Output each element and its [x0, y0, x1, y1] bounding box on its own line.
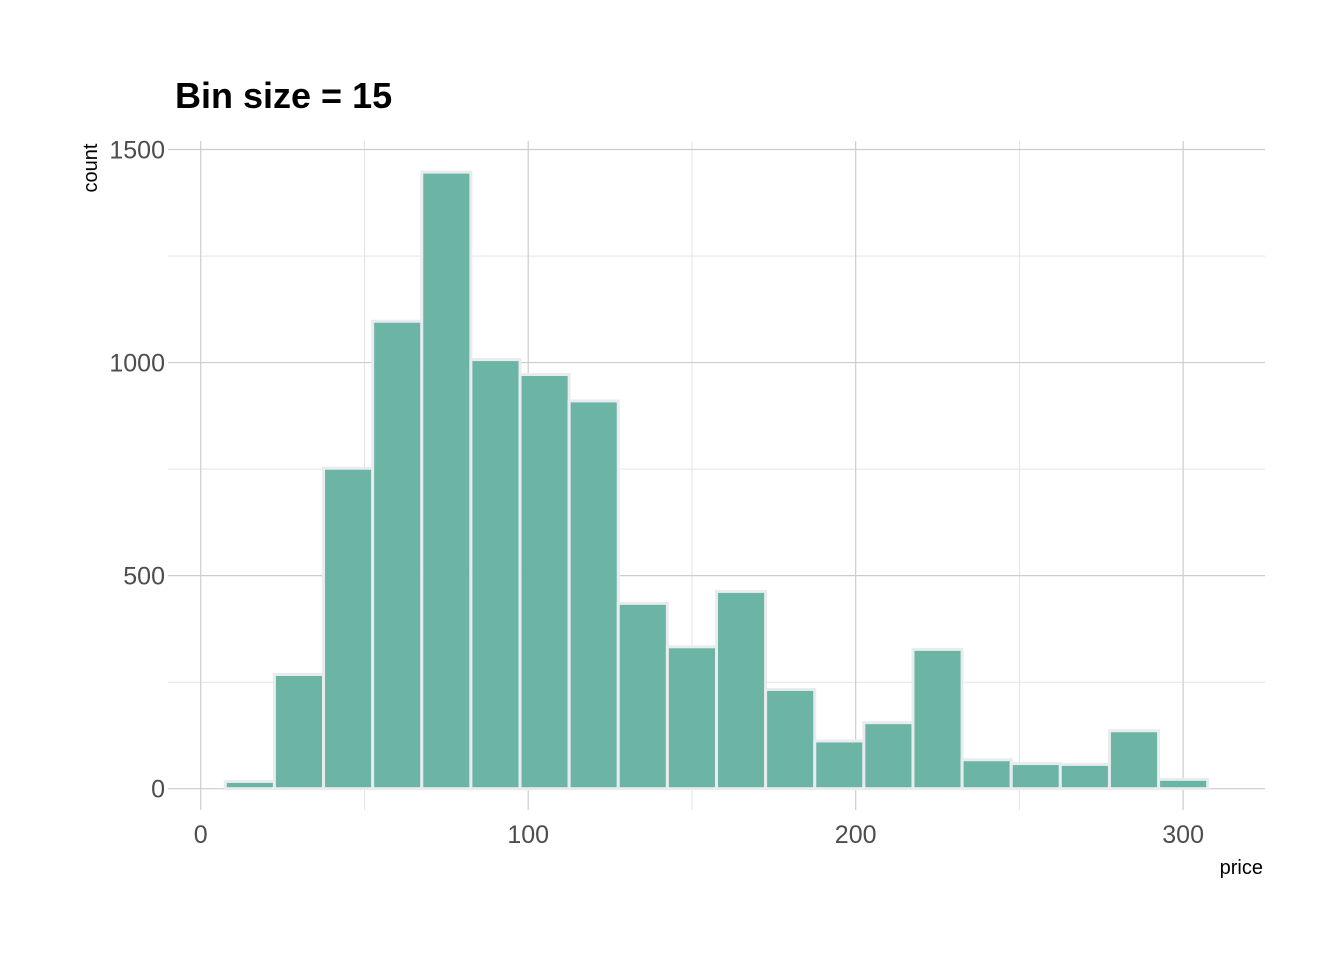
histogram-bar: [322, 466, 375, 791]
histogram-bar: [469, 358, 522, 791]
x-tick-label: 100: [507, 821, 549, 849]
histogram-bar: [1107, 729, 1161, 791]
histogram-bar: [1009, 762, 1062, 791]
y-tick-label: 1500: [109, 137, 165, 165]
x-tick-label: 0: [194, 821, 208, 849]
y-tick-label: 500: [123, 563, 165, 591]
y-tick-label: 1000: [109, 350, 165, 378]
x-tick-label: 300: [1162, 821, 1204, 849]
chart-title: Bin size = 15: [175, 75, 392, 116]
histogram-bar: [272, 672, 326, 791]
histogram-bar: [1157, 777, 1210, 791]
histogram-bar: [1058, 762, 1111, 791]
histogram-bar: [764, 687, 817, 791]
x-axis-label: price: [1220, 857, 1263, 879]
x-tick-label: 200: [835, 821, 877, 849]
histogram-bar: [911, 647, 964, 791]
y-axis-label: count: [80, 143, 102, 192]
histogram-bar: [616, 601, 669, 791]
histogram-bar: [223, 779, 276, 791]
histogram-bar: [567, 399, 620, 791]
histogram-bars: [223, 170, 1210, 791]
histogram-bar: [960, 758, 1013, 791]
histogram-bar: [862, 721, 915, 791]
histogram-bar: [420, 170, 473, 791]
y-tick-label: 0: [151, 776, 165, 804]
axis-ticks: 0 100 200 300 0 500 1000 1500: [109, 137, 1204, 849]
histogram-bar: [813, 739, 866, 791]
histogram-bar: [715, 589, 768, 791]
histogram-bar: [371, 319, 424, 791]
histogram-bar: [665, 645, 719, 791]
histogram-bar: [518, 373, 571, 791]
